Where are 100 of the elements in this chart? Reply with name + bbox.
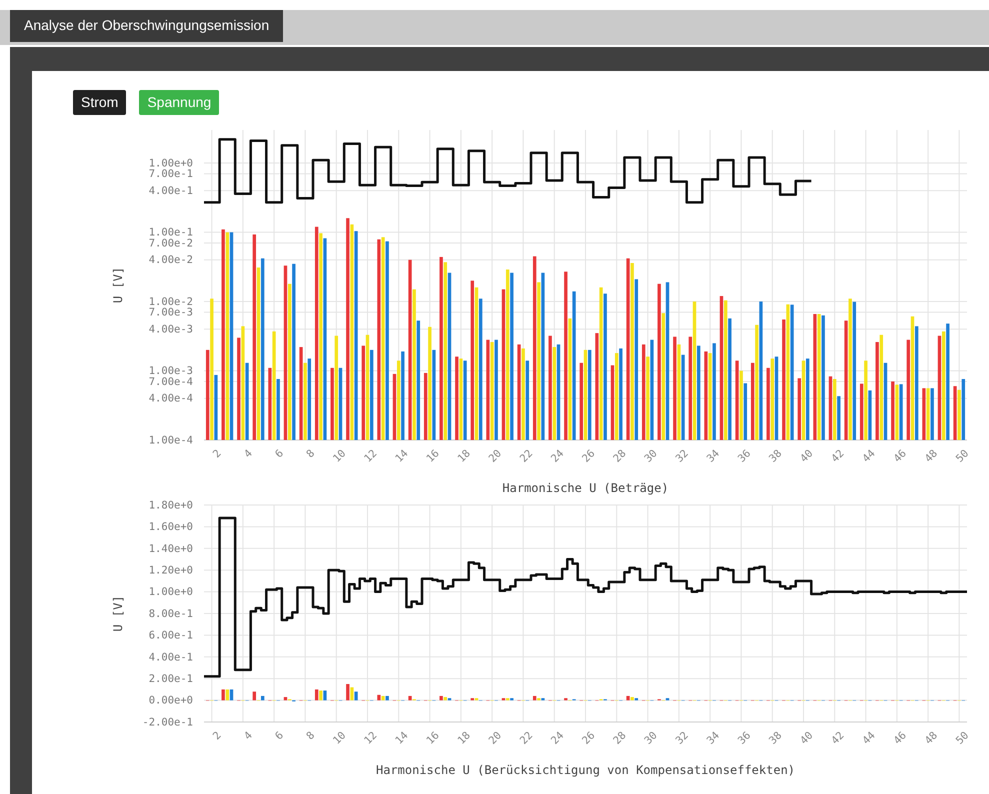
x-tick-label: 28 <box>611 729 629 747</box>
x-tick-label: 4 <box>242 729 255 742</box>
bar <box>314 689 318 700</box>
x-tick-label: 48 <box>922 447 940 465</box>
bar <box>346 684 350 700</box>
x-tick-label: 24 <box>548 447 566 465</box>
x-tick-label: 26 <box>580 729 598 747</box>
x-tick-label: 16 <box>424 447 442 465</box>
x-tick-label: 8 <box>304 729 318 742</box>
x-tick-label: 6 <box>273 447 286 460</box>
y-tick-label: 1.60e+0 <box>148 521 193 534</box>
y-tick-label: 1.00e-2 <box>148 296 193 308</box>
x-tick-label: 50 <box>954 447 972 465</box>
x-tick-label: 30 <box>642 447 660 465</box>
chart-title: Analyse der Oberschwingungsemission <box>10 10 284 42</box>
x-tick-label: 38 <box>766 729 784 747</box>
x-tick-label: 30 <box>642 729 660 747</box>
y-tick-label: 7.00e-1 <box>148 168 193 180</box>
text: Spannung <box>139 90 220 115</box>
x-tick-label: 12 <box>362 729 380 747</box>
x-tick-label: 38 <box>766 447 784 465</box>
x-tick-label: 28 <box>611 447 629 465</box>
y-axis-title: U [V] <box>111 266 125 304</box>
y-tick-label: 1.00e-3 <box>148 365 193 378</box>
y-tick-label: 6.00e-1 <box>148 630 193 642</box>
x-tick-label: 48 <box>922 729 940 747</box>
bar <box>230 689 234 700</box>
x-tick-label: 12 <box>362 447 380 465</box>
x-tick-label: 20 <box>486 729 504 747</box>
bar <box>440 696 443 700</box>
x-tick-label: 34 <box>704 447 722 465</box>
x-tick-label: 46 <box>891 729 909 747</box>
bar <box>323 690 327 700</box>
x-tick-label: 46 <box>891 447 909 465</box>
x-tick-label: 10 <box>330 447 348 465</box>
x-axis-title: Harmonische U (Berücksichtigung von Kompensationseffekten) <box>376 763 796 777</box>
y-tick-label: 7.00e-2 <box>148 237 193 250</box>
x-tick-label: 6 <box>273 729 286 742</box>
text: Strom <box>73 90 126 115</box>
x-tick-label: 22 <box>518 447 536 465</box>
bar <box>626 696 630 700</box>
x-tick-label: 40 <box>798 729 816 747</box>
bar <box>319 690 322 700</box>
x-tick-label: 50 <box>954 729 972 747</box>
x-tick-label: 2 <box>210 729 224 742</box>
y-tick-label: 4.00e-2 <box>148 254 193 266</box>
x-tick-label: 32 <box>673 447 691 465</box>
y-tick-label: 0.00e+0 <box>148 694 193 707</box>
bar <box>252 692 256 700</box>
y-tick-label: 4.00e-1 <box>148 184 193 197</box>
x-tick-label: 40 <box>798 447 816 465</box>
x-tick-label: 44 <box>860 729 878 747</box>
bar <box>630 697 634 700</box>
y-tick-label: 1.00e+0 <box>148 586 193 598</box>
x-tick-label: 14 <box>393 729 411 747</box>
x-tick-label: 24 <box>548 729 566 747</box>
y-tick-label: 1.40e+0 <box>148 542 193 555</box>
x-tick-label: 44 <box>860 447 878 465</box>
y-tick-label: 1.00e-1 <box>148 226 193 239</box>
bar <box>260 696 264 700</box>
y-tick-label: 7.00e-3 <box>148 306 193 319</box>
x-tick-label: 14 <box>393 447 411 465</box>
bar <box>408 696 412 700</box>
bar <box>354 692 358 700</box>
x-tick-label: 34 <box>704 729 722 747</box>
bar <box>284 697 288 700</box>
bar <box>386 696 389 700</box>
x-tick-label: 18 <box>455 729 473 747</box>
x-tick-label: 2 <box>210 447 224 460</box>
y-tick-label: 4.00e-4 <box>148 392 193 405</box>
y-tick-label: 4.00e-3 <box>148 323 193 336</box>
y-tick-label: 1.00e-4 <box>148 434 193 446</box>
x-tick-label: 42 <box>829 447 847 465</box>
bar <box>222 689 225 700</box>
bar <box>377 694 381 700</box>
x-tick-label: 42 <box>829 729 847 747</box>
y-tick-label: 1.20e+0 <box>148 564 193 576</box>
x-tick-label: 16 <box>424 729 442 747</box>
y-tick-label: 4.00e-1 <box>148 651 193 664</box>
bar <box>532 696 536 700</box>
bar <box>444 697 448 700</box>
x-tick-label: 10 <box>330 729 348 747</box>
y-axis-title: U [V] <box>111 595 125 632</box>
x-tick-label: 36 <box>736 447 754 465</box>
x-tick-label: 26 <box>580 447 598 465</box>
bar <box>226 689 230 700</box>
y-tick-label: 1.80e+0 <box>148 499 193 512</box>
x-tick-label: 4 <box>242 447 255 460</box>
x-tick-label: 36 <box>736 729 754 747</box>
y-tick-label: 8.00e-1 <box>148 608 193 620</box>
bar <box>381 696 385 700</box>
y-tick-label: 2.00e-1 <box>148 672 193 685</box>
y-tick-label: 7.00e-4 <box>148 376 193 388</box>
y-tick-label: -2.00e-1 <box>142 716 193 728</box>
x-tick-label: 8 <box>304 447 318 460</box>
x-axis-title: Harmonische U (Beträge) <box>502 481 669 495</box>
x-tick-label: 18 <box>455 447 473 465</box>
x-tick-label: 32 <box>673 729 691 747</box>
y-tick-label: 1.00e+0 <box>148 157 193 170</box>
x-tick-label: 22 <box>518 729 536 747</box>
